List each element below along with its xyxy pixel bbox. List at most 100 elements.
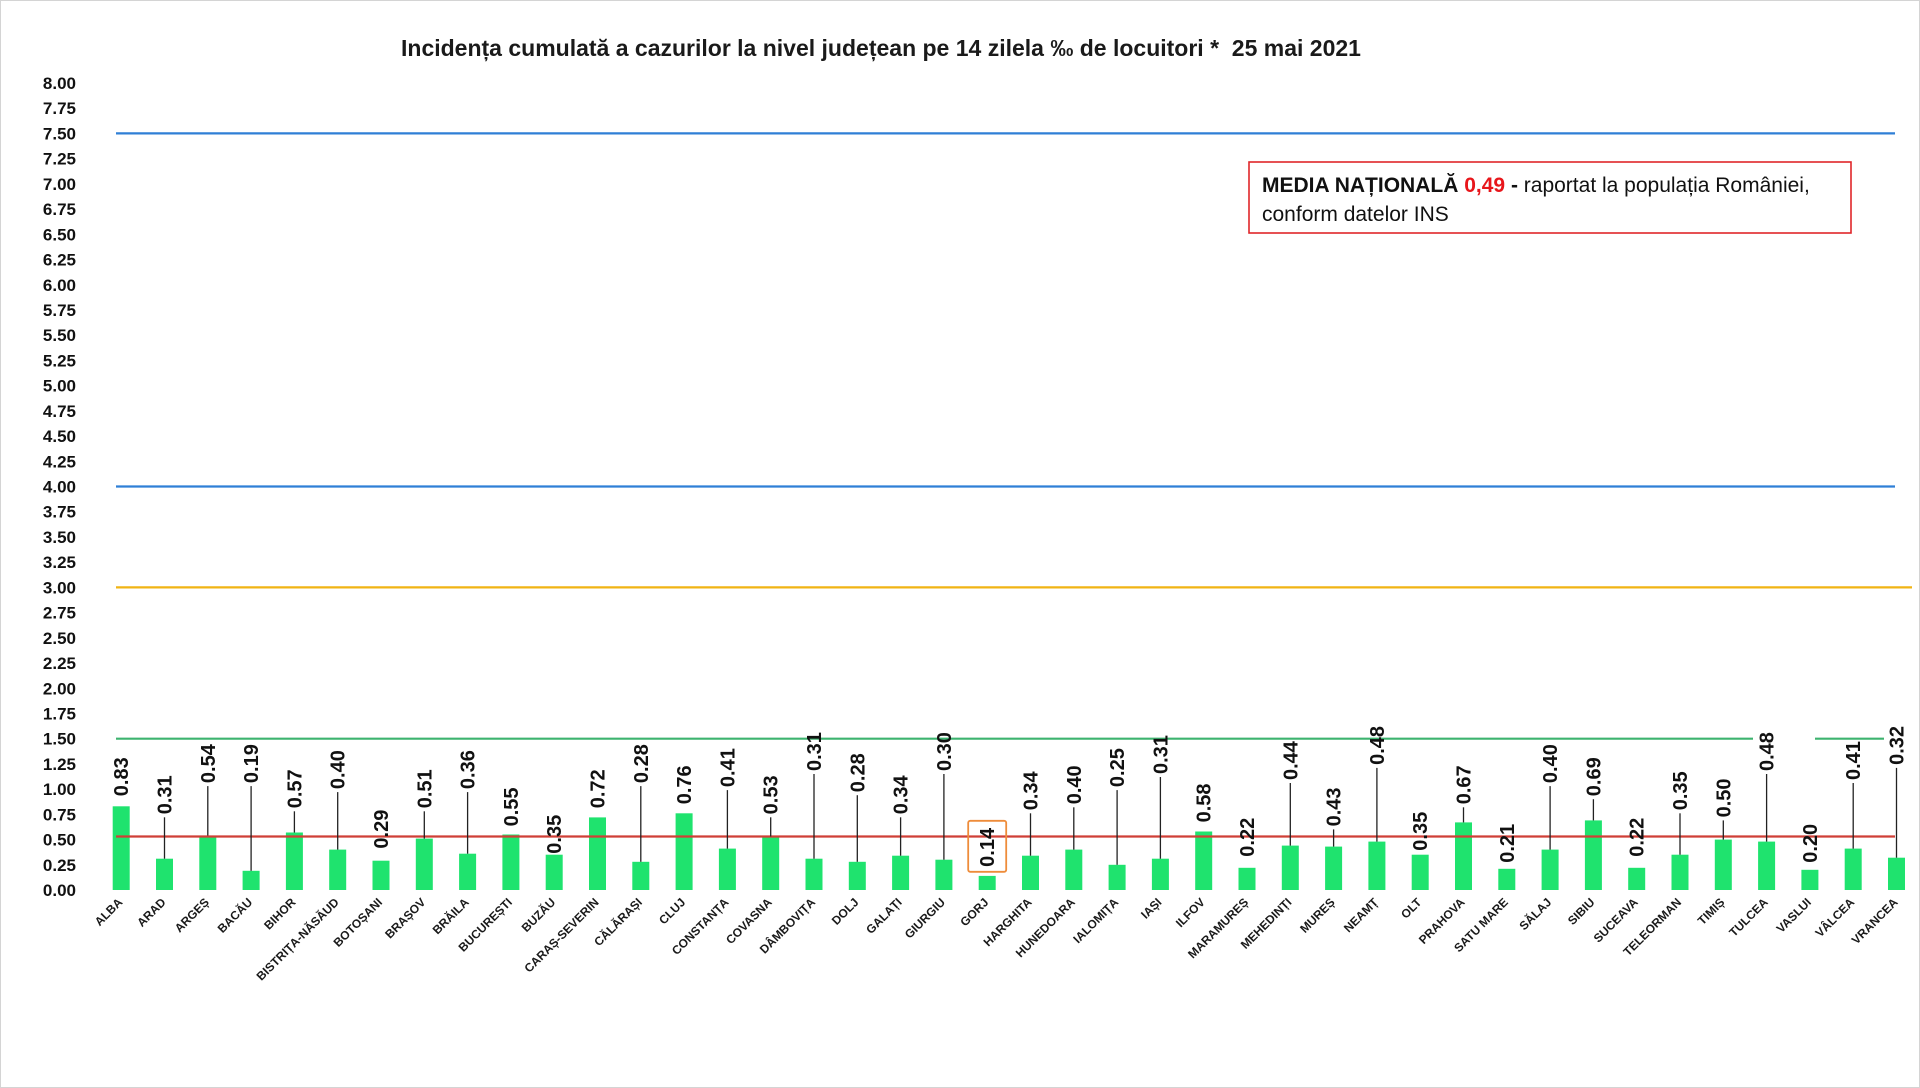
y-tick-label-1-50: 1.50 <box>43 730 76 749</box>
bar-galati <box>892 855 910 890</box>
bar-timis <box>1714 839 1732 890</box>
bar-arges <box>199 835 217 890</box>
bar-hunedoara <box>1065 849 1083 890</box>
value-label-constanta: 0.41 <box>717 748 739 787</box>
value-label-mures: 0.43 <box>1324 787 1346 826</box>
bar-vrancea <box>1888 857 1905 890</box>
bar-prahova <box>1455 822 1472 890</box>
y-tick-label-0-75: 0.75 <box>43 805 76 824</box>
value-label-giurgiu: 0.30 <box>934 732 956 771</box>
bar-cluj <box>675 813 693 890</box>
note-line-1: MEDIA NAȚIONALĂ 0,49 - raportat la popul… <box>1262 174 1810 197</box>
value-label-bihor: 0.57 <box>284 769 306 808</box>
value-label-mehedinti: 0.44 <box>1280 740 1302 780</box>
value-label-bacau: 0.19 <box>241 744 263 783</box>
value-label-olt: 0.35 <box>1410 812 1432 851</box>
bar-caras-severin <box>589 817 606 890</box>
value-label-buzau: 0.35 <box>544 815 566 854</box>
bar-dolj <box>848 861 866 890</box>
bar-neamt <box>1368 841 1386 890</box>
bar-dambovita <box>805 858 823 890</box>
y-tick-label-2-00: 2.00 <box>43 679 76 698</box>
y-tick-label-3-75: 3.75 <box>43 503 76 522</box>
value-label-braila: 0.36 <box>458 750 480 789</box>
value-label-galati: 0.34 <box>891 774 913 814</box>
note-text-line-1: raportat la populația României, <box>1524 174 1810 197</box>
bar-iasi <box>1151 858 1169 890</box>
value-label-salaj: 0.40 <box>1540 744 1562 783</box>
note-separator: - <box>1511 174 1518 197</box>
bar-arad <box>156 858 173 890</box>
note-text-line-2: conform datelor INS <box>1262 203 1449 226</box>
value-label-timis: 0.50 <box>1713 778 1735 817</box>
bar-ilfov <box>1195 831 1213 890</box>
bar-bihor <box>285 832 303 890</box>
bar-sibiu <box>1584 820 1602 890</box>
y-tick-label-2-50: 2.50 <box>43 629 76 648</box>
y-tick-label-5-00: 5.00 <box>43 377 76 396</box>
value-label-dambovita: 0.31 <box>804 732 826 771</box>
national-average-note: MEDIA NAȚIONALĂ 0,49 - raportat la popul… <box>1248 161 1852 234</box>
y-tick-label-0-50: 0.50 <box>43 831 76 850</box>
value-label-hunedoara: 0.40 <box>1064 765 1086 804</box>
value-labels: 0.83 0.31 0.54 0.19 0.57 0.40 0.29 0.51 0.36 0.55… <box>111 726 1909 873</box>
bar-brasov <box>415 838 433 890</box>
value-label-arges: 0.54 <box>198 743 220 783</box>
note-label: MEDIA NAȚIONALĂ <box>1262 174 1458 197</box>
value-label-botosani: 0.29 <box>371 810 393 849</box>
bar-bucuresti <box>502 834 520 890</box>
value-label-dolj: 0.28 <box>847 753 869 792</box>
y-tick-label-4-25: 4.25 <box>43 452 76 471</box>
value-label-maramures: 0.22 <box>1237 818 1259 857</box>
bar-calarasi <box>632 861 650 890</box>
value-label-satu-mare: 0.21 <box>1497 824 1519 863</box>
value-label-gorj: 0.14 <box>977 827 999 867</box>
value-label-cluj: 0.76 <box>674 765 696 804</box>
value-label-caras-severin: 0.72 <box>588 769 610 808</box>
value-label-ialomita: 0.25 <box>1107 748 1129 787</box>
y-tick-label-4-75: 4.75 <box>43 402 76 421</box>
y-tick-label-6-00: 6.00 <box>43 276 76 295</box>
value-label-neamt: 0.48 <box>1367 726 1389 765</box>
y-tick-label-7-00: 7.00 <box>43 175 76 194</box>
bar-teleorman <box>1671 854 1689 890</box>
value-label-vaslui: 0.20 <box>1800 824 1822 863</box>
value-label-arad: 0.31 <box>155 775 177 814</box>
bar-salaj <box>1541 849 1559 890</box>
value-label-calarasi: 0.28 <box>631 744 653 783</box>
y-tick-label-7-50: 7.50 <box>43 124 76 143</box>
bar-satu-mare <box>1498 868 1516 890</box>
y-tick-label-6-25: 6.25 <box>43 251 76 270</box>
y-tick-label-8-00: 8.00 <box>43 74 76 93</box>
chart-title: Incidența cumulată a cazurilor la nivel … <box>401 35 1361 62</box>
bar-alba <box>112 806 130 890</box>
value-label-bistrita-nasaud: 0.40 <box>328 750 350 789</box>
y-tick-label-3-00: 3.00 <box>43 578 76 597</box>
bar-harghita <box>1022 855 1039 890</box>
bar-suceava <box>1628 867 1646 890</box>
bar-giurgiu <box>935 859 953 890</box>
note-value: 0,49 <box>1464 174 1505 197</box>
value-label-valcea: 0.41 <box>1843 741 1865 780</box>
value-label-brasov: 0.51 <box>414 769 436 808</box>
bar-buzau <box>545 854 563 890</box>
bar-gorj <box>978 875 996 890</box>
y-tick-label-0-25: 0.25 <box>43 856 76 875</box>
y-tick-label-7-25: 7.25 <box>43 150 76 169</box>
y-tick-label-5-25: 5.25 <box>43 351 76 370</box>
bars <box>112 806 1905 890</box>
bar-constanta <box>718 848 736 890</box>
value-label-vrancea: 0.32 <box>1887 726 1909 765</box>
bar-vaslui <box>1801 869 1819 890</box>
bar-olt <box>1411 854 1429 890</box>
y-tick-label-3-25: 3.25 <box>43 553 76 572</box>
bar-bistrita-nasaud <box>329 849 347 890</box>
y-axis-labels: 0.00 0.25 0.50 0.75 1.00 1.25 1.50 1.75 2.00 2.25… <box>43 74 76 900</box>
value-label-prahova: 0.67 <box>1454 765 1476 804</box>
value-label-ilfov: 0.58 <box>1194 783 1216 822</box>
y-tick-label-0-00: 0.00 <box>43 881 76 900</box>
y-tick-label-1-75: 1.75 <box>43 705 76 724</box>
bar-braila <box>459 853 477 890</box>
y-tick-label-7-75: 7.75 <box>43 99 76 118</box>
